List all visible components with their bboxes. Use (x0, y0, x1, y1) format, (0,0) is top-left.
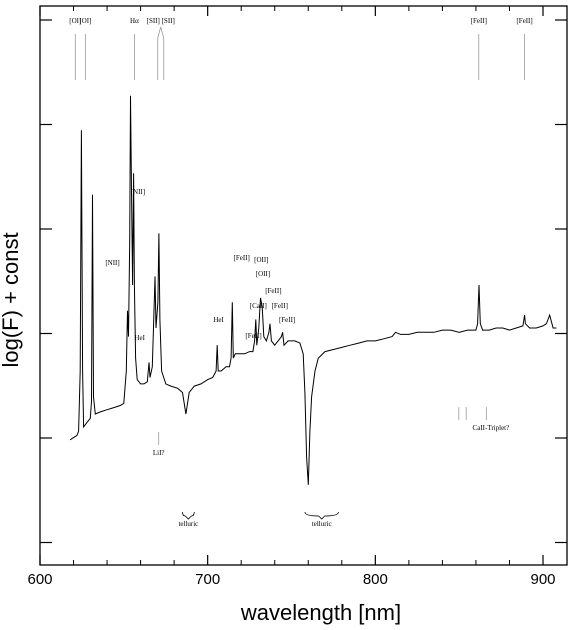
peak-label: [OII] (256, 270, 270, 278)
annotation-label: CaII-Triplet? (473, 424, 510, 432)
spectrum-line (69, 95, 557, 485)
annotation-label: [OI] (79, 17, 91, 25)
annotation-label: [FeII] (471, 17, 487, 25)
annotation-label: [SII] [SII] (147, 17, 175, 25)
x-tick-label: 600 (27, 571, 52, 588)
x-tick-labels: 600 700 800 900 (27, 571, 555, 588)
annotation-label: Hα (130, 17, 139, 25)
peak-label: [FeII] (279, 316, 295, 324)
peak-label: [NII] (131, 188, 145, 196)
annotation-label: [OI] (69, 17, 81, 25)
peak-label: [FeII] (265, 287, 281, 295)
peak-label: [FeII] (245, 332, 261, 340)
x-tick-label: 900 (530, 571, 555, 588)
telluric-label: telluric (178, 520, 198, 528)
telluric-label: telluric (312, 520, 332, 528)
annotation-label: [FeII] (516, 17, 532, 25)
peak-label: [FeII] (233, 254, 249, 262)
peak-label: [CaII] (250, 302, 267, 310)
annotation-label: LiI? (153, 449, 165, 457)
x-tick-label: 800 (363, 571, 388, 588)
plot-frame (39, 5, 568, 566)
y-axis-label: log(F) + const (0, 232, 23, 367)
peak-label: [FeII] (272, 302, 288, 310)
peak-label: [NII] (105, 259, 119, 267)
telluric-brace (304, 511, 339, 520)
peak-label: HeI (134, 334, 145, 342)
peak-label: HeI (213, 316, 224, 324)
axis-ticks (39, 6, 567, 565)
x-axis-label: wavelength [nm] (240, 600, 401, 625)
x-tick-label: 700 (195, 571, 220, 588)
annotation-marker (157, 26, 165, 80)
line-annotations: [OI][OI] Hα [SII] [SII] [FeII] [FeII] [NII] [N… (69, 17, 532, 528)
peak-label: [OII] (254, 256, 268, 264)
telluric-brace (182, 511, 195, 520)
